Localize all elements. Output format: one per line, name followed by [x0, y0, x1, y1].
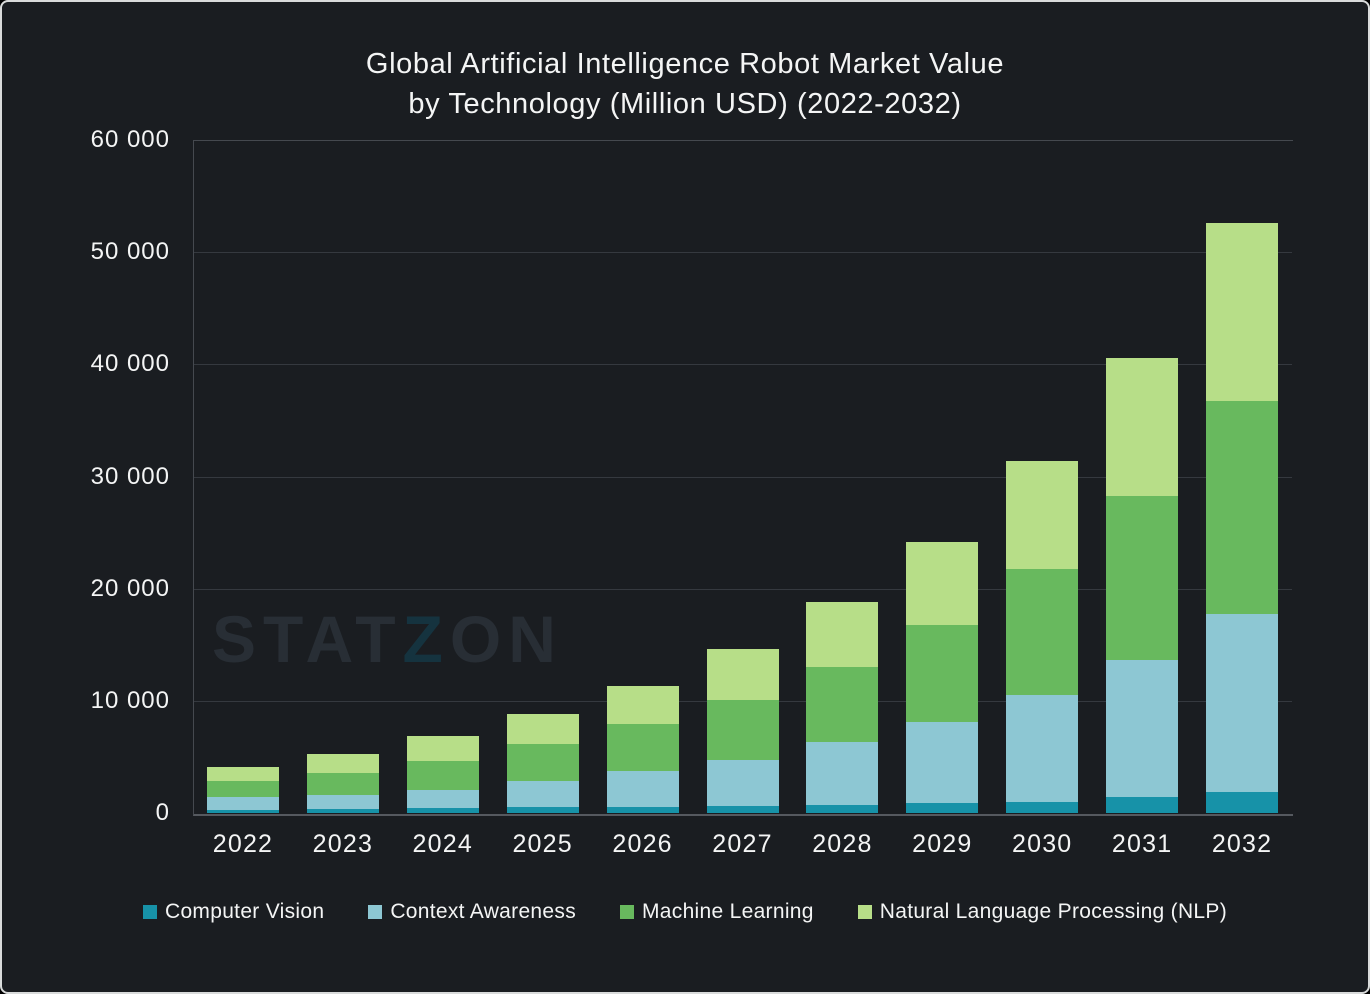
- bar-segment-2026-context-awareness[interactable]: [606, 771, 679, 807]
- chart-title: Global Artificial Intelligence Robot Mar…: [2, 44, 1368, 124]
- y-tick-label-10000: 10 000: [90, 686, 170, 714]
- bar-segment-2025-context-awareness[interactable]: [506, 781, 579, 808]
- bar-segment-2022-computer-vision[interactable]: [206, 809, 279, 813]
- chart-title-line2: by Technology (Million USD) (2022-2032): [408, 88, 962, 120]
- x-tick-label-2031: 2031: [1111, 830, 1173, 858]
- bar-segment-2027-machine-learning[interactable]: [706, 700, 779, 760]
- legend-label-machine-learning: Machine Learning: [642, 900, 814, 923]
- bar-segment-2030-machine-learning[interactable]: [1006, 569, 1079, 696]
- watermark-text-right: ON: [449, 602, 563, 676]
- bar-segment-2023-natural-language-processing-nlp[interactable]: [306, 753, 379, 774]
- x-tick-label-2030: 2030: [1012, 830, 1073, 858]
- x-tick-label-2023: 2023: [312, 830, 374, 858]
- watermark-z-logo-icon: Z: [402, 602, 450, 676]
- bar-segment-2032-computer-vision[interactable]: [1206, 792, 1279, 813]
- legend-swatch-icon-natural-language-processing-nlp: [857, 905, 872, 919]
- legend-swatch-icon-context-awareness: [368, 905, 383, 919]
- x-tick-label-2025: 2025: [512, 830, 573, 858]
- x-tick-label-2029: 2029: [912, 830, 973, 858]
- bar-segment-2028-context-awareness[interactable]: [806, 742, 879, 806]
- y-tick-label-20000: 20 000: [90, 574, 170, 602]
- gridline-50000: [193, 252, 1292, 254]
- bar-segment-2024-context-awareness[interactable]: [406, 790, 479, 808]
- bar-segment-2024-natural-language-processing-nlp[interactable]: [406, 736, 479, 761]
- bar-segment-2030-natural-language-processing-nlp[interactable]: [1006, 461, 1079, 570]
- y-tick-label-60000: 60 000: [90, 126, 170, 153]
- bar-segment-2027-computer-vision[interactable]: [706, 806, 779, 813]
- legend-item-context-awareness[interactable]: Context Awareness: [368, 900, 576, 924]
- bar-segment-2031-machine-learning[interactable]: [1106, 496, 1179, 660]
- bar-segment-2026-computer-vision[interactable]: [606, 806, 679, 813]
- x-tick-label-2028: 2028: [812, 830, 873, 858]
- bar-segment-2025-machine-learning[interactable]: [506, 744, 579, 782]
- bar-segment-2025-natural-language-processing-nlp[interactable]: [506, 713, 579, 744]
- bar-segment-2029-computer-vision[interactable]: [906, 803, 979, 813]
- bar-segment-2023-computer-vision[interactable]: [306, 808, 379, 813]
- bar-segment-2032-context-awareness[interactable]: [1206, 614, 1279, 792]
- gridline-30000: [193, 476, 1292, 478]
- y-tick-label-40000: 40 000: [90, 350, 170, 378]
- x-tick-label-2026: 2026: [612, 830, 673, 858]
- bar-segment-2032-natural-language-processing-nlp[interactable]: [1206, 223, 1279, 402]
- x-tick-label-2032: 2032: [1211, 830, 1273, 858]
- y-tick-label-0: 0: [155, 799, 170, 826]
- bar-segment-2022-natural-language-processing-nlp[interactable]: [206, 767, 279, 782]
- y-tick-label-30000: 30 000: [90, 462, 170, 490]
- legend-label-natural-language-processing-nlp: Natural Language Processing (NLP): [879, 900, 1228, 923]
- bar-segment-2028-machine-learning[interactable]: [806, 667, 879, 743]
- x-tick-label-2022: 2022: [212, 830, 274, 858]
- bar-segment-2026-natural-language-processing-nlp[interactable]: [606, 686, 679, 725]
- bar-segment-2027-context-awareness[interactable]: [706, 759, 779, 807]
- bar-segment-2022-machine-learning[interactable]: [206, 781, 279, 797]
- bar-segment-2032-machine-learning[interactable]: [1206, 401, 1279, 615]
- legend-item-natural-language-processing-nlp[interactable]: Natural Language Processing (NLP): [857, 900, 1228, 924]
- bar-segment-2029-context-awareness[interactable]: [906, 722, 979, 804]
- bar-segment-2023-machine-learning[interactable]: [306, 773, 379, 796]
- bar-segment-2031-computer-vision[interactable]: [1106, 796, 1179, 813]
- legend-item-machine-learning[interactable]: Machine Learning: [620, 900, 814, 924]
- legend-item-computer-vision[interactable]: Computer Vision: [142, 900, 325, 924]
- statzon-watermark: STATZON: [212, 606, 563, 672]
- bar-segment-2023-context-awareness[interactable]: [306, 795, 379, 809]
- bar-segment-2024-computer-vision[interactable]: [406, 807, 479, 813]
- bar-segment-2031-context-awareness[interactable]: [1106, 659, 1179, 797]
- watermark-text-left: STAT: [212, 602, 403, 676]
- bar-segment-2025-computer-vision[interactable]: [506, 807, 579, 813]
- bar-segment-2029-natural-language-processing-nlp[interactable]: [906, 541, 979, 625]
- legend-swatch-icon-machine-learning: [620, 905, 634, 919]
- x-tick-label-2024: 2024: [412, 830, 473, 858]
- x-tick-label-2027: 2027: [712, 830, 773, 858]
- bar-segment-2027-natural-language-processing-nlp[interactable]: [706, 649, 779, 701]
- legend-label-computer-vision: Computer Vision: [164, 900, 325, 923]
- legend: Computer Vision Context Awareness Machine …: [2, 900, 1368, 924]
- chart-title-line1: Global Artificial Intelligence Robot Mar…: [365, 48, 1005, 80]
- bar-segment-2029-machine-learning[interactable]: [906, 624, 979, 723]
- bar-segment-2022-context-awareness[interactable]: [206, 796, 279, 810]
- gridline-20000: [193, 588, 1292, 590]
- bar-segment-2024-machine-learning[interactable]: [406, 760, 479, 790]
- bar-segment-2030-computer-vision[interactable]: [1006, 801, 1079, 813]
- bar-segment-2030-context-awareness[interactable]: [1006, 695, 1079, 802]
- bar-segment-2028-computer-vision[interactable]: [806, 805, 879, 813]
- y-tick-label-50000: 50 000: [90, 238, 170, 266]
- gridline-40000: [193, 364, 1292, 366]
- legend-label-context-awareness: Context Awareness: [390, 900, 576, 923]
- legend-swatch-icon-computer-vision: [142, 905, 157, 919]
- plot-area: [193, 140, 1293, 816]
- bar-segment-2028-natural-language-processing-nlp[interactable]: [806, 602, 879, 668]
- bar-segment-2031-natural-language-processing-nlp[interactable]: [1106, 357, 1179, 497]
- bar-segment-2026-machine-learning[interactable]: [606, 724, 679, 772]
